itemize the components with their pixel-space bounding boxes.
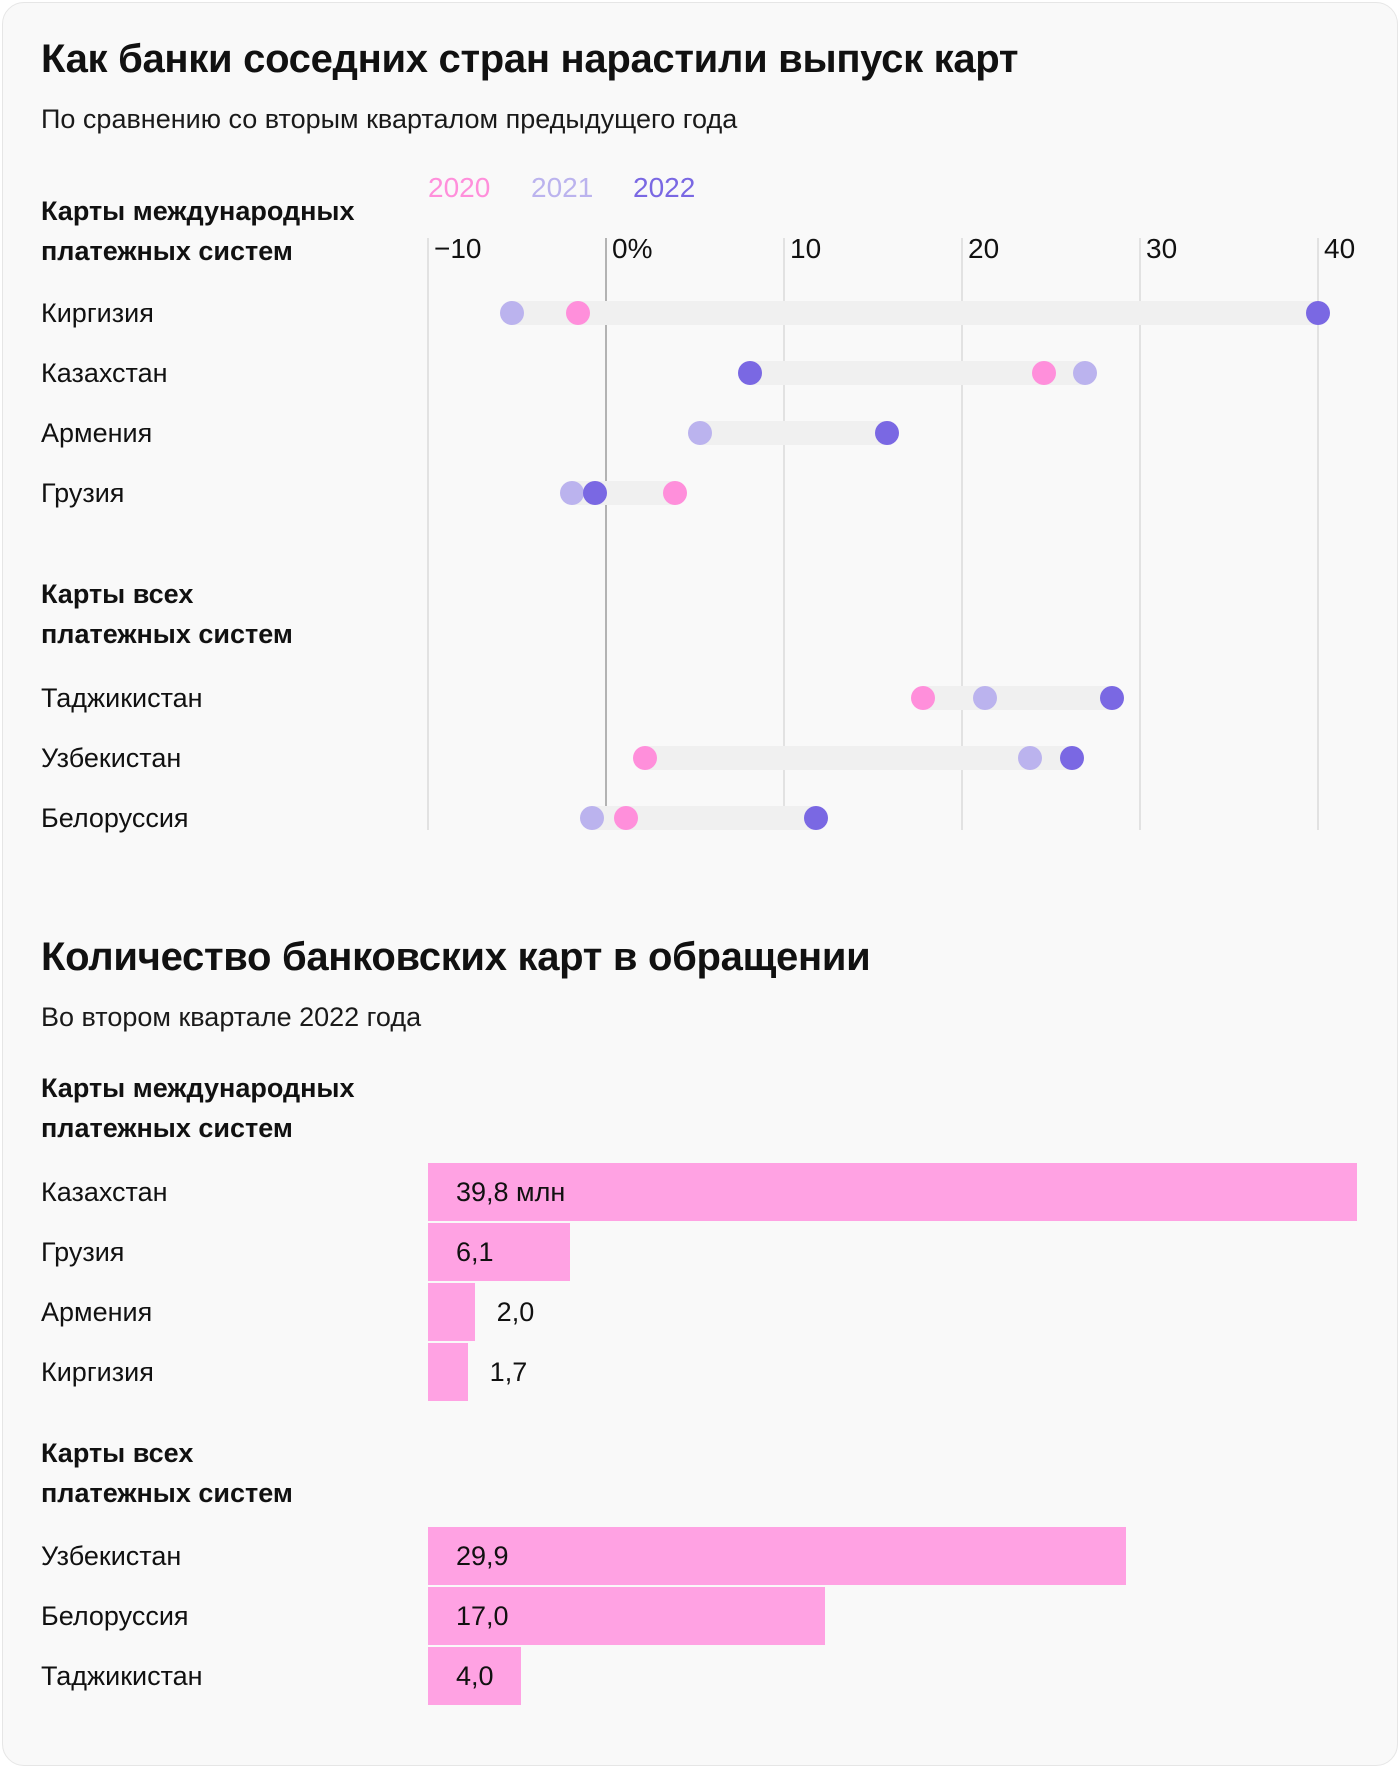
bar [428,1587,825,1645]
dot-2020 [663,481,688,505]
chart1-subtitle: По сравнению со вторым кварталом предыду… [41,104,738,134]
range-track [750,361,1085,385]
chart1-group-heading-international: Карты международных платежных систем [41,191,354,271]
row-label-country: Армения [41,418,153,448]
row-label-country: Таджикистан [41,1661,203,1691]
heading-line: Карты международных [41,196,355,226]
row-label-country: Киргизия [41,1357,154,1387]
gridline [783,238,785,830]
bar-value-label: 4,0 [456,1661,494,1691]
gridline [1317,238,1319,830]
row-label-country: Казахстан [41,1177,168,1207]
bar-value-label: 1,7 [489,1357,528,1387]
dot-2020 [1031,361,1056,385]
row-label-country: Узбекистан [41,1541,182,1571]
legend-2021: 2021 [531,172,594,203]
row-label-country: Армения [41,1297,153,1327]
dot-2021 [688,421,713,445]
row-label-country: Таджикистан [41,683,203,713]
dot-2020 [565,301,590,325]
dot-2022 [875,421,900,445]
row-label-country: Казахстан [41,358,168,388]
row-label-country: Грузия [41,478,125,508]
chart1-group-heading-all: Карты всех платежных систем [41,574,293,654]
dot-2022 [804,806,829,830]
bar-value-label: 29,9 [456,1541,509,1571]
legend-2022: 2022 [633,172,696,203]
bar [428,1647,522,1705]
bar [428,1223,571,1281]
range-track [922,686,1112,710]
bar-value-label: 17,0 [456,1601,509,1631]
row-label-country: Грузия [41,1237,125,1267]
gridline [605,238,607,830]
chart2-group-heading-international: Карты международных платежных систем [41,1068,354,1148]
heading-line: платежных систем [41,619,293,649]
range-track [700,421,888,445]
heading-line: платежных систем [41,1478,293,1508]
bar-value-label: 6,1 [456,1237,494,1267]
dot-2021 [1017,746,1042,770]
row-label-country: Белоруссия [41,803,189,833]
legend-2020: 2020 [428,172,491,203]
heading-line: платежных систем [41,1113,293,1143]
dot-2020 [633,746,658,770]
heading-line: Карты всех [41,1438,194,1468]
dot-2021 [499,301,524,325]
chart1-title: Как банки соседних стран нарастили выпус… [41,37,1019,81]
heading-line: Карты международных [41,1073,355,1103]
x-tick-label: 20 [968,233,1000,264]
dot-2020 [910,686,935,710]
heading-line: платежных систем [41,236,293,266]
gridline [961,238,963,830]
dot-2021 [1072,361,1097,385]
dot-2021 [973,686,998,710]
dot-2022 [738,361,763,385]
dot-2021 [560,481,585,505]
range-track [645,746,1073,770]
bar [428,1163,1357,1221]
gridline [427,238,429,830]
chart2-group-heading-all: Карты всех платежных систем [41,1433,293,1513]
dot-2022 [1306,301,1330,325]
dot-2022 [583,481,608,505]
dot-2022 [1060,746,1085,770]
chart2-subtitle: Во втором квартале 2022 года [41,1002,422,1032]
x-tick-label: −10 [434,233,482,264]
range-track [511,301,1318,325]
x-tick-label: 40 [1324,233,1356,264]
bar-value-label: 2,0 [496,1297,535,1327]
bar [428,1527,1126,1585]
gridline [1139,238,1141,830]
bar [428,1343,468,1401]
row-label-country: Киргизия [41,298,154,328]
dot-2022 [1099,686,1124,710]
x-tick-label: 0% [612,233,653,264]
bar-value-label: 39,8 млн [456,1177,566,1207]
x-tick-label: 10 [790,233,822,264]
row-label-country: Белоруссия [41,1601,189,1631]
dot-2020 [613,806,638,830]
bar [428,1283,475,1341]
chart2-title: Количество банковских карт в обращении [41,935,871,979]
dot-2021 [579,806,604,830]
heading-line: Карты всех [41,579,194,609]
row-label-country: Узбекистан [41,743,182,773]
x-tick-label: 30 [1146,233,1178,264]
